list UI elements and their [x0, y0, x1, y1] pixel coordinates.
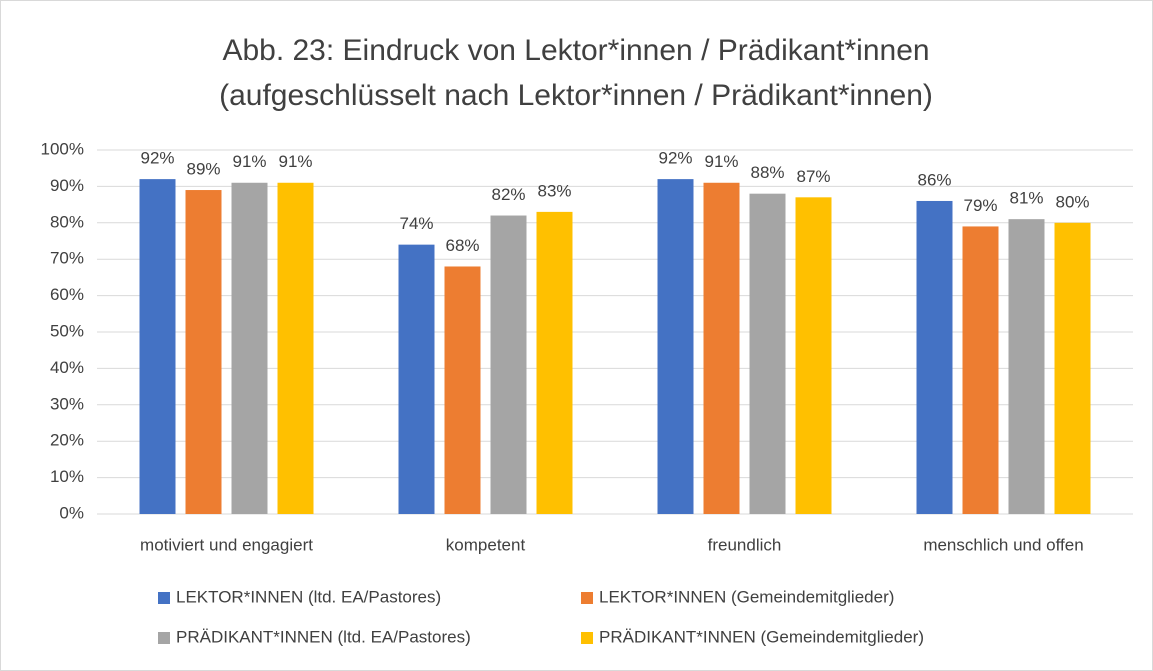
legend-label: PRÄDIKANT*INNEN (ltd. EA/Pastores) [176, 627, 471, 646]
y-tick-label: 100% [41, 139, 84, 158]
value-label: 91% [704, 152, 738, 171]
value-label: 80% [1055, 192, 1089, 211]
y-tick-label: 50% [50, 321, 84, 340]
bar [795, 197, 832, 514]
bar [962, 226, 999, 514]
legend-label: PRÄDIKANT*INNEN (Gemeindemitglieder) [599, 627, 924, 646]
legend-label: LEKTOR*INNEN (Gemeindemitglieder) [599, 587, 894, 606]
bar [139, 179, 176, 514]
bar [185, 190, 222, 515]
bar [657, 179, 694, 514]
bar [749, 193, 786, 514]
value-label: 87% [796, 167, 830, 186]
y-tick-label: 60% [50, 285, 84, 304]
x-tick-label: motiviert und engagiert [140, 535, 313, 554]
value-label: 79% [963, 196, 997, 215]
y-tick-label: 70% [50, 249, 84, 268]
bar [703, 182, 740, 514]
y-tick-label: 30% [50, 394, 84, 413]
value-label: 91% [232, 152, 266, 171]
y-tick-label: 80% [50, 212, 84, 231]
x-tick-label: kompetent [446, 535, 526, 554]
legend-swatch [581, 632, 593, 644]
y-tick-label: 40% [50, 358, 84, 377]
bar [1008, 219, 1045, 514]
y-tick-label: 10% [50, 467, 84, 486]
value-label: 83% [537, 181, 571, 200]
bar [916, 200, 953, 514]
value-label: 91% [278, 152, 312, 171]
value-label: 81% [1009, 189, 1043, 208]
bar [231, 182, 268, 514]
legend-swatch [581, 592, 593, 604]
y-tick-label: 90% [50, 176, 84, 195]
y-tick-label: 20% [50, 431, 84, 450]
bar [398, 244, 435, 514]
value-label: 68% [445, 236, 479, 255]
bar [1054, 222, 1091, 515]
legend-swatch [158, 592, 170, 604]
bar [490, 215, 527, 514]
chart-subtitle: (aufgeschlüsselt nach Lektor*innen / Prä… [219, 79, 933, 112]
value-label: 88% [750, 163, 784, 182]
bar [277, 182, 314, 514]
value-label: 92% [658, 149, 692, 168]
value-label: 74% [399, 214, 433, 233]
legend-label: LEKTOR*INNEN (ltd. EA/Pastores) [176, 587, 441, 606]
x-tick-label: freundlich [708, 535, 782, 554]
value-label: 82% [491, 185, 525, 204]
bar [444, 266, 481, 514]
bar [536, 211, 573, 514]
chart-title: Abb. 23: Eindruck von Lektor*innen / Prä… [222, 34, 929, 67]
value-label: 89% [186, 160, 220, 179]
value-label: 86% [917, 170, 951, 189]
x-tick-label: menschlich und offen [923, 535, 1083, 554]
legend-swatch [158, 632, 170, 644]
value-label: 92% [140, 149, 174, 168]
y-tick-label: 0% [59, 503, 84, 522]
